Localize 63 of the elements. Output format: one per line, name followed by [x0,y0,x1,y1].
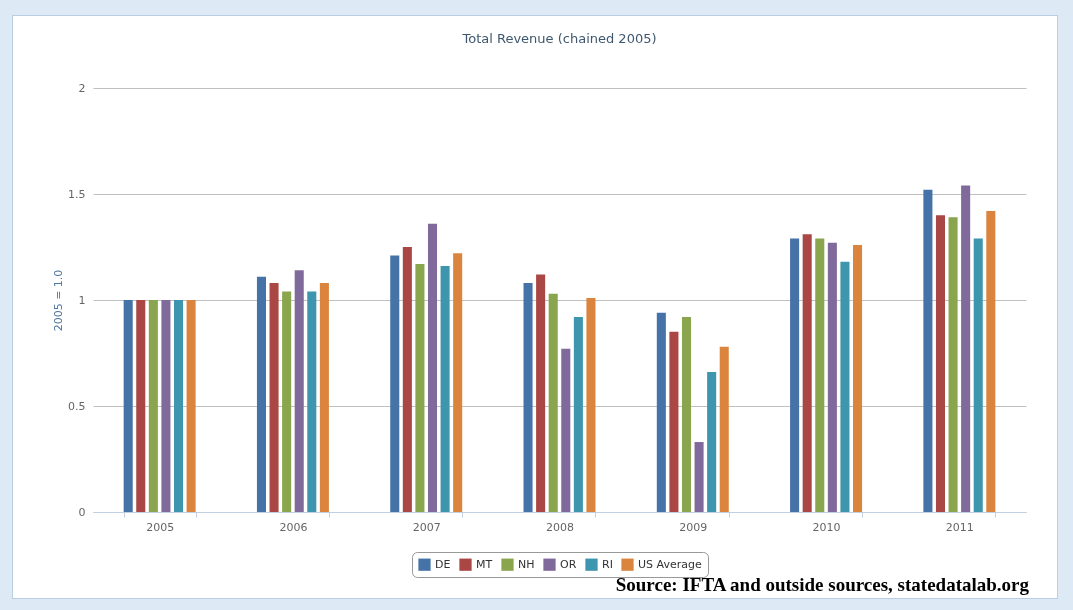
bar [586,297,596,512]
bar [815,238,825,512]
bar [523,283,533,512]
bar [415,263,425,512]
bar [923,189,933,512]
bar [440,266,450,512]
bar [536,274,546,512]
bar [790,238,800,512]
x-tick-label: 2011 [945,520,974,534]
bar [802,234,812,512]
bar [935,215,946,512]
y-tick-label: 2 [78,81,86,95]
legend-label: RI [602,557,613,571]
y-tick-label: 0 [78,505,86,519]
bar [561,348,571,512]
bar [269,283,279,512]
legend-label: DE [435,557,451,571]
y-axis-title: 2005 = 1.0 [52,269,66,332]
chart-title: Total Revenue (chained 2005) [461,31,657,46]
x-tick-label: 2009 [679,520,708,534]
bar [573,316,583,512]
y-tick-label: 1.5 [68,187,86,201]
bar [961,185,971,512]
bar [186,300,196,512]
legend-label: OR [560,557,577,571]
x-tick-label: 2007 [412,520,441,534]
bar [853,244,863,512]
bar [136,300,146,512]
bar [656,312,666,512]
bar [402,247,412,512]
y-tick-label: 1 [78,293,86,307]
bar [840,261,850,512]
source-note: Source: IFTA and outside sources, statedatalab.org [615,574,1029,596]
bar [548,293,558,512]
x-tick-label: 2010 [812,520,841,534]
x-tick-label: 2005 [146,520,175,534]
bar [319,283,329,512]
legend-label: MT [476,557,493,571]
bar [669,331,679,512]
bar [453,253,463,512]
bar [681,316,692,512]
bar [427,223,438,512]
bar [256,276,266,512]
y-tick-label: 0.5 [68,399,86,413]
bar [948,217,958,512]
bar [161,300,171,512]
bar [694,442,704,512]
bar [148,300,158,512]
x-tick-label: 2008 [546,520,574,534]
bar [827,242,837,512]
bar [294,270,304,512]
legend-label: NH [518,557,535,571]
bar [719,346,729,512]
bar [173,300,184,512]
bar [390,255,400,512]
bar [123,300,133,512]
bar [307,291,317,512]
bar [282,291,292,512]
x-tick-label: 2006 [279,520,308,534]
bar [973,238,983,512]
legend-label: US Average [638,557,702,571]
bar [707,372,717,512]
bar [986,210,996,512]
